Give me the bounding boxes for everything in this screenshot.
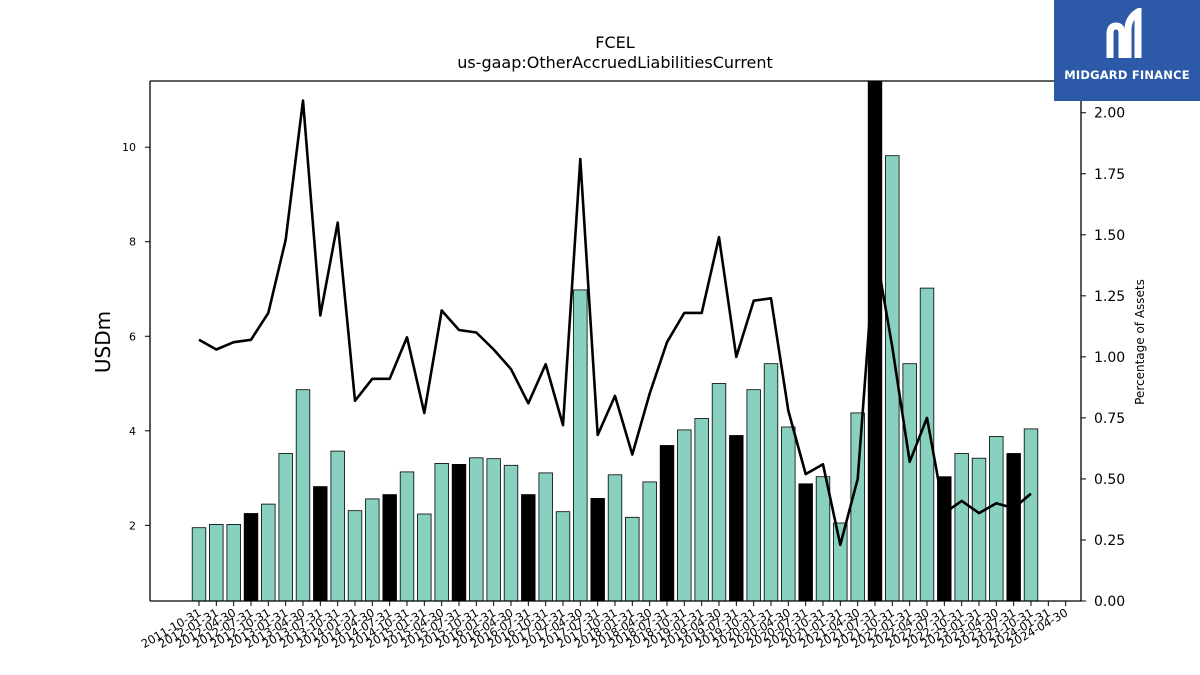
bar [815, 476, 831, 602]
bar [191, 527, 207, 602]
bar [417, 513, 432, 602]
bar [954, 453, 969, 602]
y2-tick-label: 1.75 [1094, 167, 1125, 183]
bar [451, 463, 467, 602]
bar [434, 462, 449, 602]
bar [1006, 453, 1021, 602]
bars-group [191, 80, 1039, 602]
y2-tick-label: 0.75 [1094, 411, 1125, 427]
bar [781, 426, 796, 602]
y-tick-label: 2 [129, 519, 136, 532]
bar [538, 472, 553, 602]
bar [711, 383, 727, 602]
bar [399, 471, 415, 602]
y-tick-label: 10 [122, 141, 136, 154]
y2-axis-label: Percentage of Assets [1133, 279, 1147, 405]
y2-tick-label: 0.25 [1094, 533, 1125, 549]
y-tick-label: 6 [129, 330, 136, 343]
y2-tick-label: 1.25 [1094, 289, 1125, 305]
bar [261, 503, 276, 602]
chart-title: FCEL [595, 33, 634, 52]
bar [850, 412, 865, 602]
y-tick-label: 4 [129, 425, 136, 438]
bar [677, 429, 692, 602]
bar [607, 474, 623, 602]
bar [867, 80, 883, 602]
bar [503, 464, 519, 602]
brand-logo: MIDGARD FINANCE [1054, 0, 1200, 101]
y2-tick-label: 1.00 [1094, 350, 1125, 366]
bar [625, 516, 640, 602]
y2-tick-label: 0.00 [1094, 594, 1125, 610]
logo-text: MIDGARD FINANCE [1064, 68, 1190, 82]
bar [746, 389, 761, 602]
bar [486, 458, 501, 602]
bar [590, 497, 605, 602]
bar [278, 453, 293, 602]
bar [382, 494, 397, 602]
bar [971, 457, 987, 602]
y-tick-label: 8 [129, 236, 136, 249]
bar [694, 418, 709, 602]
bar [521, 494, 536, 602]
bar [365, 498, 380, 602]
bar [798, 483, 813, 602]
bar [833, 522, 848, 602]
bar [729, 435, 744, 602]
bar [313, 486, 328, 602]
bar [1023, 428, 1039, 602]
y2-tick-label: 2.00 [1094, 106, 1125, 122]
bar [902, 363, 917, 602]
y2-tick-label: 1.50 [1094, 228, 1125, 244]
bar [989, 436, 1004, 602]
y-axis-label: USDm [91, 311, 115, 373]
bar [209, 524, 224, 602]
bar [555, 511, 571, 602]
line-group [198, 99, 1032, 547]
bar [763, 363, 779, 602]
chart-subtitle: us-gaap:OtherAccruedLiabilitiesCurrent [457, 53, 773, 72]
bar [659, 445, 675, 602]
bar [642, 481, 657, 602]
logo-mark-icon [1106, 8, 1142, 58]
bar [347, 510, 363, 602]
bar [295, 389, 311, 602]
bar [330, 450, 345, 602]
bar [469, 457, 484, 602]
bar [226, 524, 241, 602]
bar [573, 289, 588, 602]
bar [243, 513, 259, 602]
y2-tick-label: 0.50 [1094, 472, 1125, 488]
percentage-line [198, 99, 1032, 547]
bar [937, 476, 952, 602]
